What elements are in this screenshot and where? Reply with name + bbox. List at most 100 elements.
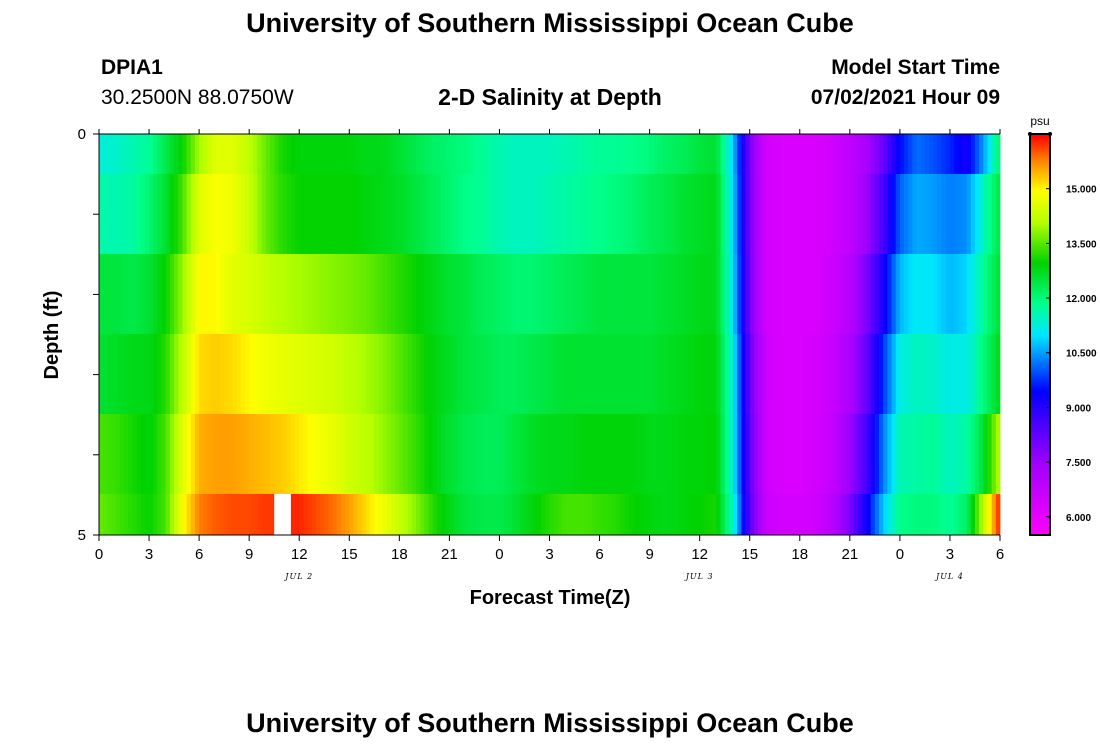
- heatmap-cell: [311, 494, 317, 535]
- heatmap-cell: [115, 174, 121, 254]
- heatmap-cell: [666, 414, 671, 494]
- colorbar-segment: [1030, 304, 1050, 308]
- heatmap-cell: [712, 174, 717, 254]
- colorbar-segment: [1030, 306, 1050, 310]
- heatmap-cell: [866, 174, 872, 254]
- heatmap-cell: [411, 254, 417, 334]
- colorbar-segment: [1030, 234, 1050, 237]
- heatmap-cell: [507, 334, 513, 414]
- heatmap-cell: [904, 414, 909, 494]
- heatmap-cell: [353, 414, 359, 494]
- station-id: DPIA1: [101, 56, 163, 79]
- heatmap-cell: [257, 134, 263, 174]
- heatmap-cell: [812, 414, 817, 494]
- heatmap-cell: [566, 334, 571, 414]
- heatmap-cell: [295, 254, 300, 334]
- heatmap-cell: [649, 174, 655, 254]
- heatmap-cell: [599, 414, 605, 494]
- heatmap-cell: [436, 494, 442, 535]
- heatmap-cell: [991, 334, 997, 414]
- heatmap-cell: [962, 254, 968, 334]
- heatmap-cell: [374, 254, 379, 334]
- heatmap-cell: [111, 494, 117, 535]
- heatmap-cell: [482, 414, 488, 494]
- colorbar-segment: [1030, 522, 1050, 526]
- heatmap-cell: [328, 174, 333, 254]
- heatmap-cell: [169, 334, 175, 414]
- heatmap-cell: [174, 174, 179, 254]
- colorbar-segment: [1030, 502, 1050, 506]
- heatmap-cell: [991, 254, 997, 334]
- heatmap-cell: [261, 254, 267, 334]
- heatmap-cell: [695, 334, 701, 414]
- colorbar-segment: [1030, 516, 1050, 520]
- heatmap-cell: [174, 334, 179, 414]
- heatmap-cell: [390, 254, 396, 334]
- heatmap-cell: [637, 494, 642, 535]
- heatmap-cell: [320, 494, 325, 535]
- heatmap-cell: [749, 134, 755, 174]
- x-tick-label: 0: [896, 546, 904, 563]
- heatmap-cell: [136, 134, 142, 174]
- heatmap-cell: [641, 254, 646, 334]
- heatmap-cell: [778, 134, 784, 174]
- heatmap-cell: [549, 334, 555, 414]
- colorbar-segment: [1030, 274, 1050, 277]
- heatmap-cell: [833, 174, 838, 254]
- heatmap-cell: [194, 334, 200, 414]
- heatmap-cell: [599, 334, 605, 414]
- colorbar-segment: [1030, 176, 1050, 179]
- heatmap-cell: [215, 254, 221, 334]
- heatmap-cell: [516, 254, 521, 334]
- heatmap-cell: [724, 134, 730, 174]
- heatmap-cell: [653, 254, 659, 334]
- heatmap-cell: [270, 174, 275, 254]
- heatmap-cell: [495, 134, 500, 174]
- heatmap-cell: [182, 174, 187, 254]
- heatmap-cell: [265, 414, 271, 494]
- heatmap-cell: [749, 494, 755, 535]
- heatmap-cell: [211, 254, 217, 334]
- heatmap-cell: [340, 254, 346, 334]
- heatmap-cell: [808, 134, 813, 174]
- heatmap-cell: [841, 174, 847, 254]
- heatmap-cell: [657, 414, 663, 494]
- heatmap-cell: [716, 174, 721, 254]
- heatmap-cell: [912, 334, 917, 414]
- heatmap-cell: [662, 494, 667, 535]
- heatmap-cell: [374, 334, 379, 414]
- heatmap-cell: [916, 174, 922, 254]
- colorbar-frame: [1029, 133, 1051, 536]
- heatmap-cell: [386, 134, 392, 174]
- heatmap-cell: [545, 494, 550, 535]
- heatmap-cell: [132, 254, 137, 334]
- heatmap-cell: [315, 414, 321, 494]
- heatmap-cell: [566, 174, 571, 254]
- heatmap-cell: [182, 334, 187, 414]
- heatmap-cell: [854, 254, 859, 334]
- x-tick-label: 3: [545, 546, 553, 563]
- heatmap-cell: [432, 254, 438, 334]
- heatmap-cell: [766, 134, 771, 174]
- colorbar-segment: [1030, 422, 1050, 426]
- heatmap-cell: [628, 414, 634, 494]
- colorbar-segment: [1030, 448, 1050, 452]
- heatmap-cell: [486, 494, 492, 535]
- heatmap-cell: [307, 494, 313, 535]
- heatmap-cell: [541, 134, 546, 174]
- colorbar-segment: [1030, 470, 1050, 474]
- heatmap-cell: [920, 334, 926, 414]
- heatmap-cell: [908, 334, 913, 414]
- heatmap-cell: [949, 174, 955, 254]
- heatmap-cell: [328, 254, 333, 334]
- heatmap-cell: [958, 414, 963, 494]
- colorbar-segment: [1030, 254, 1050, 257]
- heatmap-cell: [728, 254, 734, 334]
- heatmap-cell: [620, 134, 625, 174]
- heatmap-cell: [411, 494, 417, 535]
- heatmap-cell: [532, 414, 538, 494]
- heatmap-cell: [645, 134, 651, 174]
- heatmap-cell: [486, 414, 492, 494]
- heatmap-cell: [420, 494, 425, 535]
- heatmap-cell: [265, 494, 271, 535]
